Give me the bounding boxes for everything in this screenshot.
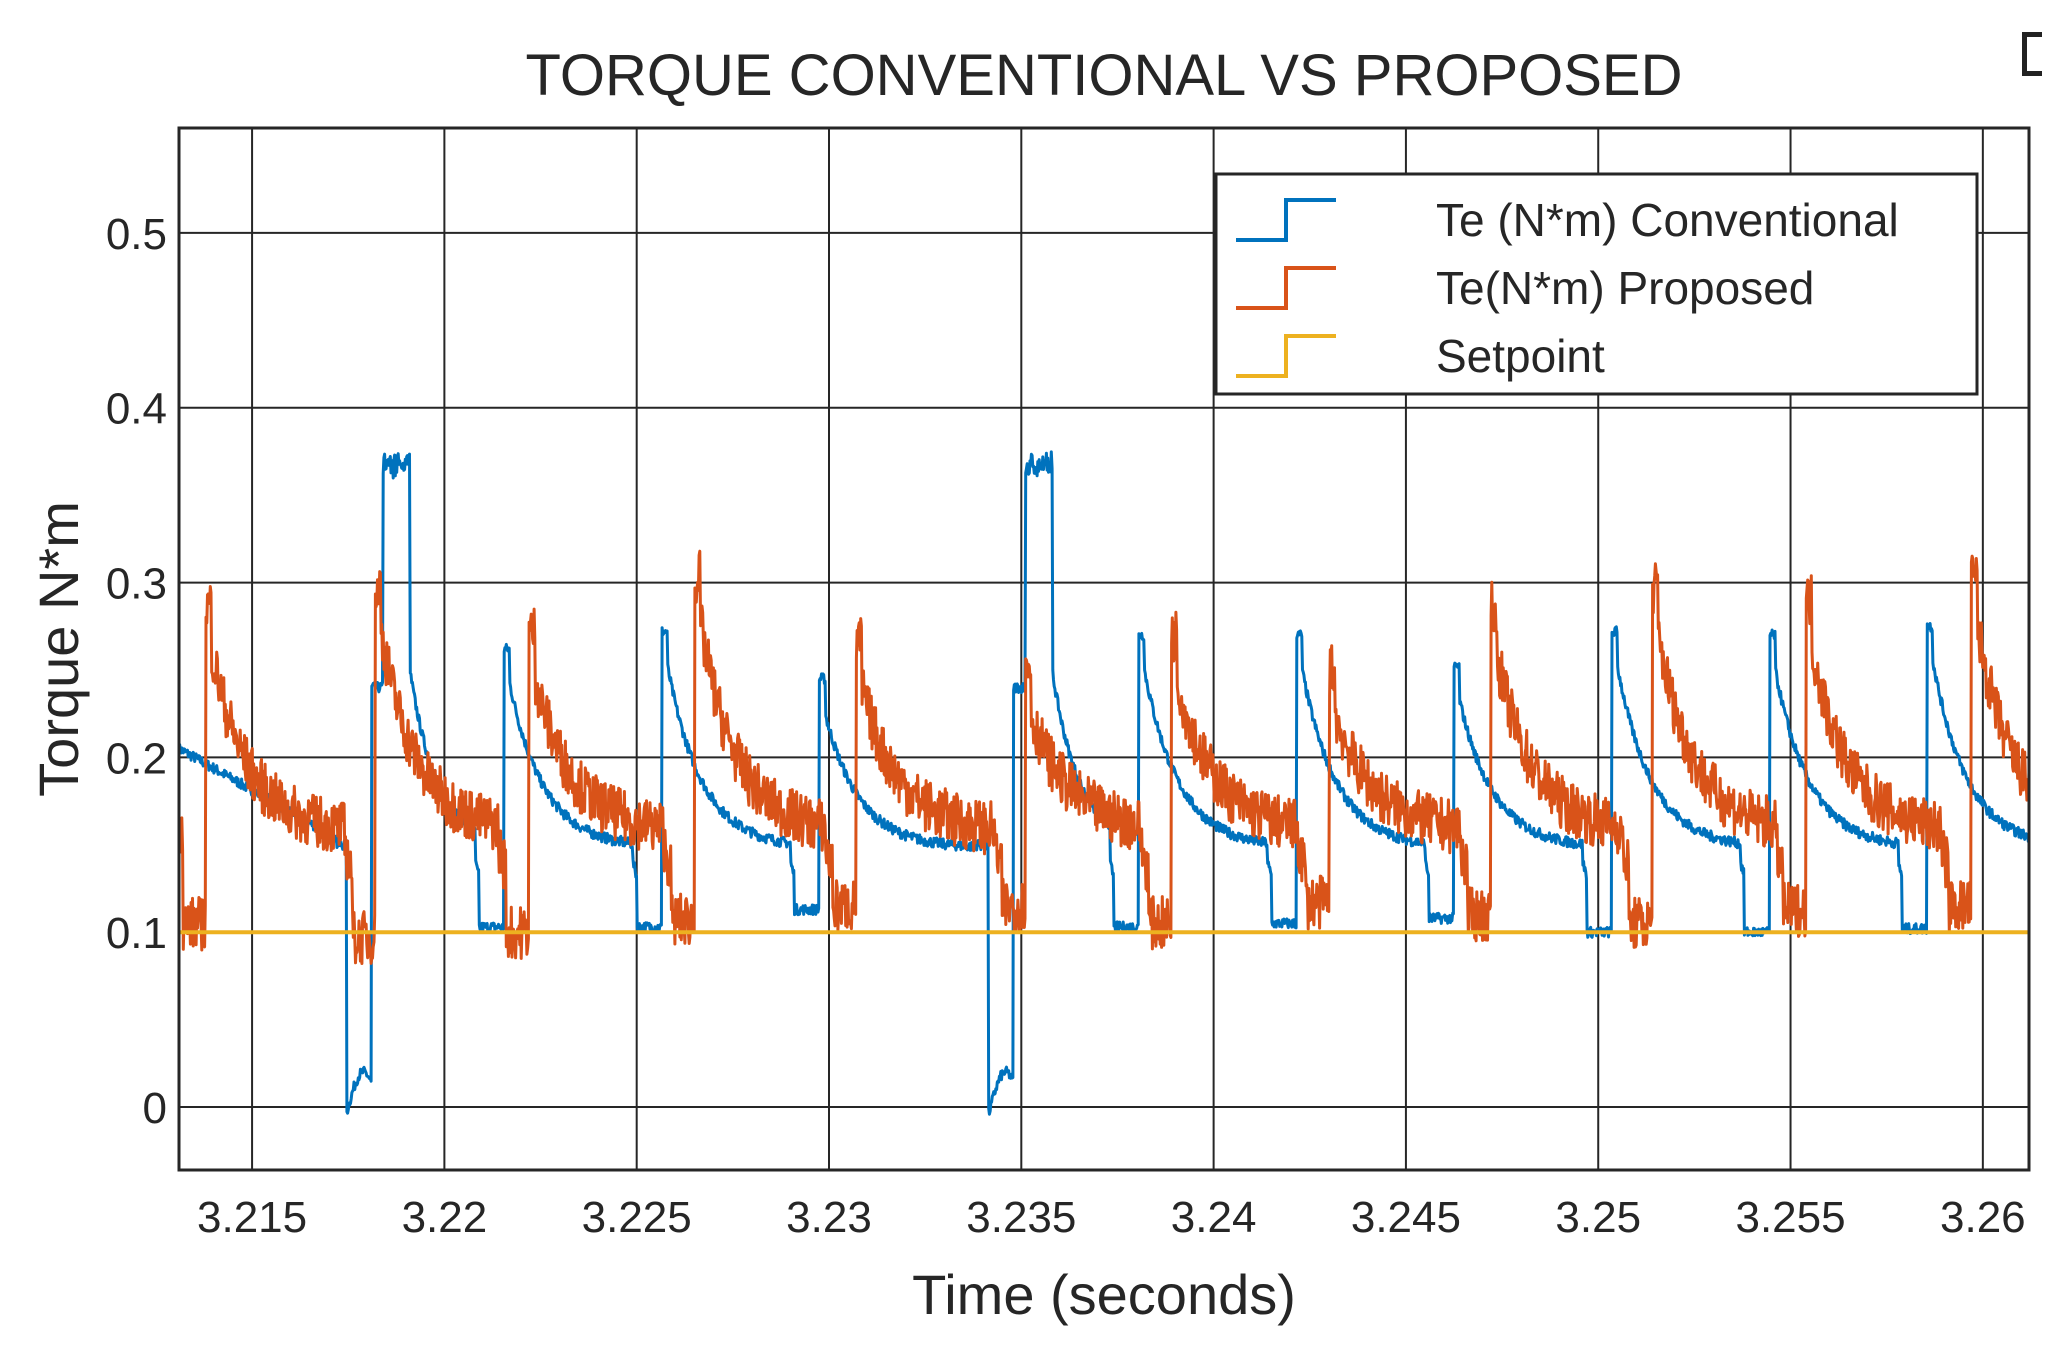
x-tick-label: 3.22 xyxy=(402,1193,488,1242)
chart-title: TORQUE CONVENTIONAL VS PROPOSED xyxy=(526,43,1683,108)
figure-edge-marker xyxy=(2022,32,2042,76)
x-tick-label: 3.24 xyxy=(1171,1193,1257,1242)
y-tick-label: 0.3 xyxy=(106,560,167,609)
x-tick-label: 3.25 xyxy=(1555,1193,1641,1242)
y-tick-label: 0.2 xyxy=(106,734,167,783)
legend-swatch xyxy=(1236,198,1336,242)
legend-box xyxy=(1214,172,1979,396)
x-tick-label: 3.225 xyxy=(582,1193,692,1242)
x-tick-label: 3.23 xyxy=(786,1193,872,1242)
x-tick-label: 3.215 xyxy=(197,1193,307,1242)
tick-labels: 3.215 3.22 3.225 3.23 3.235 3.24 3.245 3.25 3.25… xyxy=(106,210,2026,1242)
legend: Te (N*m) Conventional Te(N*m) Proposed Set… xyxy=(1214,172,1979,396)
x-tick-label: 3.26 xyxy=(1940,1193,2026,1242)
legend-swatch xyxy=(1236,266,1336,310)
y-tick-label: 0.5 xyxy=(106,210,167,259)
legend-label: Te (N*m) Conventional xyxy=(1436,194,1899,246)
x-axis-label: Time (seconds) xyxy=(912,1263,1296,1326)
x-tick-label: 3.255 xyxy=(1735,1193,1845,1242)
x-tick-label: 3.245 xyxy=(1351,1193,1461,1242)
series-line-proposed xyxy=(179,549,2029,965)
legend-label: Setpoint xyxy=(1436,330,1605,382)
legend-label: Te(N*m) Proposed xyxy=(1436,262,1814,314)
y-tick-label: 0.4 xyxy=(106,385,167,434)
y-tick-label: 0 xyxy=(143,1084,167,1133)
legend-swatch xyxy=(1236,334,1336,378)
x-tick-label: 3.235 xyxy=(966,1193,1076,1242)
plot-frame xyxy=(177,126,2031,1172)
series-lines xyxy=(179,450,2029,1116)
y-axis-label: Torque N*m xyxy=(27,501,90,797)
y-tick-label: 0.1 xyxy=(106,909,167,958)
